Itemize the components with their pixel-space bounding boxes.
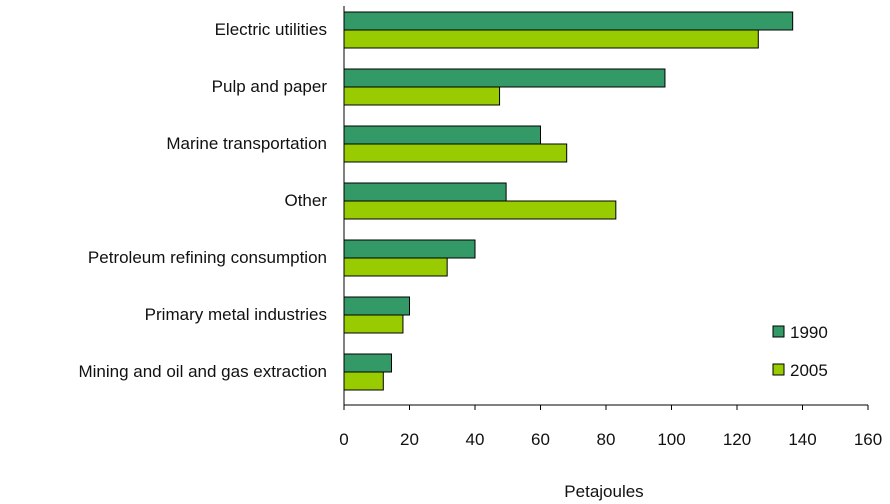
x-tick-label: 120	[723, 430, 751, 449]
x-tick-label: 20	[400, 430, 419, 449]
legend-swatch-2005	[772, 363, 785, 376]
bar-1990-6	[343, 353, 392, 373]
x-axis-title: Petajoules	[564, 482, 643, 501]
bar-1990-2	[343, 125, 541, 145]
category-label: Marine transportation	[166, 134, 327, 153]
bar-2005-4	[343, 257, 448, 277]
x-tick-label: 160	[854, 430, 882, 449]
x-tick-label: 100	[657, 430, 685, 449]
x-tick-label: 140	[788, 430, 816, 449]
bar-2005-0	[343, 29, 759, 49]
category-label: Other	[284, 191, 327, 210]
bar-1990-5	[343, 296, 410, 316]
bar-2005-1	[343, 86, 501, 106]
category-label: Mining and oil and gas extraction	[78, 362, 327, 381]
bar-2005-5	[343, 314, 404, 334]
legend-label-2005: 2005	[790, 361, 828, 380]
x-tick-label: 80	[597, 430, 616, 449]
bar-1990-4	[343, 239, 476, 259]
x-tick-label: 60	[531, 430, 550, 449]
category-label: Petroleum refining consumption	[88, 248, 327, 267]
category-label: Electric utilities	[215, 20, 327, 39]
bar-1990-1	[343, 68, 666, 88]
bar-1990-0	[343, 11, 794, 31]
category-labels: Electric utilities Pulp and paper Marine t…	[78, 20, 327, 381]
legend-swatch-1990	[772, 325, 785, 338]
x-tick-label: 0	[339, 430, 348, 449]
x-axis-ticks: 0 20 40 60 80 100 120 140 160	[339, 405, 882, 449]
legend-label-1990: 1990	[790, 323, 828, 342]
bar-2005-6	[343, 371, 384, 391]
x-tick-label: 40	[466, 430, 485, 449]
bar-2005-3	[343, 200, 617, 220]
legend: 1990 2005	[772, 323, 828, 380]
category-label: Primary metal industries	[145, 305, 327, 324]
bar-1990-3	[343, 182, 507, 202]
category-label: Pulp and paper	[212, 77, 328, 96]
bar-2005-2	[343, 143, 568, 163]
bars-group	[343, 11, 794, 391]
